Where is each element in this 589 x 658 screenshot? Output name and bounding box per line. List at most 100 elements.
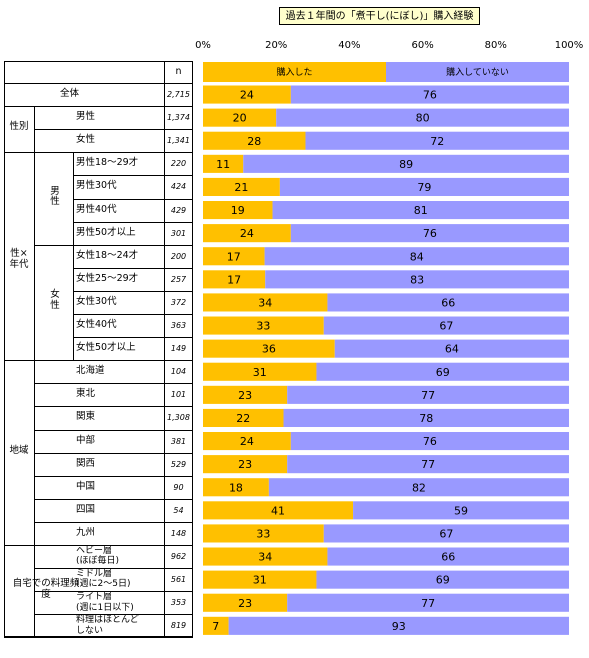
data-label-not-purchased: 64 bbox=[445, 343, 459, 356]
row-label: 男性 bbox=[76, 111, 96, 123]
n-value: 301 bbox=[170, 228, 187, 238]
group-label: 性×年代 bbox=[9, 248, 29, 271]
row-label: 女性30代 bbox=[76, 295, 117, 307]
row-divider bbox=[34, 129, 193, 131]
data-label-purchased: 31 bbox=[253, 366, 267, 379]
row-label: 男性40代 bbox=[76, 203, 117, 215]
data-label-purchased: 18 bbox=[229, 481, 243, 494]
data-label-not-purchased: 77 bbox=[421, 458, 435, 471]
bar-not-purchased bbox=[323, 316, 569, 335]
bar-purchased bbox=[203, 316, 324, 335]
bar-not-purchased bbox=[272, 201, 569, 220]
bar-not-purchased bbox=[268, 478, 569, 497]
bar-not-purchased bbox=[243, 154, 569, 173]
data-label-purchased: 23 bbox=[238, 597, 252, 610]
bar-purchased bbox=[203, 501, 354, 520]
n-value: 200 bbox=[170, 251, 187, 261]
row-label: 男性18～29才 bbox=[76, 157, 139, 169]
bar-not-purchased bbox=[283, 408, 569, 427]
bar-not-purchased bbox=[264, 247, 569, 266]
x-tick-label: 40% bbox=[338, 40, 360, 51]
data-label-purchased: 34 bbox=[258, 551, 272, 564]
bar-not-purchased bbox=[287, 385, 569, 404]
bar-purchased bbox=[203, 616, 229, 635]
data-label-purchased: 11 bbox=[216, 158, 230, 171]
data-label-purchased: 24 bbox=[240, 435, 254, 448]
n-value: 363 bbox=[170, 321, 187, 330]
data-label-purchased: 33 bbox=[256, 320, 270, 333]
data-label-not-purchased: 93 bbox=[392, 620, 406, 633]
data-label-not-purchased: 84 bbox=[410, 250, 424, 263]
bar-not-purchased bbox=[316, 362, 569, 381]
row-divider bbox=[34, 591, 193, 593]
row-label: 男性30代 bbox=[76, 180, 117, 192]
n-value: 429 bbox=[170, 205, 187, 215]
bar-not-purchased bbox=[290, 432, 569, 451]
subgroup-label: 女性 bbox=[50, 289, 60, 312]
group-label-divider bbox=[34, 360, 35, 545]
bar-purchased bbox=[203, 524, 324, 543]
n-value: 104 bbox=[170, 367, 187, 377]
data-label-purchased: 21 bbox=[234, 181, 248, 194]
data-label-purchased: 22 bbox=[236, 412, 250, 425]
bar-not-purchased bbox=[287, 455, 569, 474]
bar-purchased bbox=[203, 224, 291, 243]
row-divider bbox=[73, 337, 193, 339]
n-value: 54 bbox=[173, 505, 184, 515]
data-label-not-purchased: 78 bbox=[419, 412, 433, 425]
x-tick-label: 60% bbox=[411, 40, 433, 51]
bar-not-purchased bbox=[305, 131, 569, 150]
row-divider bbox=[34, 568, 193, 570]
n-value: 381 bbox=[170, 436, 187, 446]
legend-label-purchased: 購入した bbox=[276, 66, 312, 78]
n-value: 1,308 bbox=[167, 413, 190, 423]
data-label-not-purchased: 67 bbox=[439, 320, 453, 333]
row-label: 北海道 bbox=[76, 365, 105, 377]
bar-purchased bbox=[203, 131, 306, 150]
row-divider bbox=[34, 429, 193, 431]
bar-not-purchased bbox=[327, 547, 569, 566]
row-divider bbox=[34, 152, 193, 154]
row-label: 女性40代 bbox=[76, 319, 117, 330]
data-label-not-purchased: 67 bbox=[439, 527, 453, 540]
bar-purchased bbox=[203, 201, 273, 220]
data-label-purchased: 24 bbox=[240, 227, 254, 240]
data-label-not-purchased: 76 bbox=[423, 435, 437, 448]
row-divider bbox=[73, 175, 193, 177]
row-label: 男性50才以上 bbox=[76, 226, 136, 238]
bar-not-purchased bbox=[287, 593, 569, 612]
n-value: 2,715 bbox=[167, 90, 190, 99]
data-label-not-purchased: 66 bbox=[441, 551, 455, 564]
bar-not-purchased bbox=[265, 270, 569, 289]
n-value: 220 bbox=[170, 159, 187, 169]
row-label: 中国 bbox=[76, 480, 96, 492]
data-label-not-purchased: 66 bbox=[441, 296, 455, 309]
data-label-not-purchased: 77 bbox=[421, 597, 435, 610]
data-label-purchased: 17 bbox=[227, 250, 241, 263]
row-divider bbox=[34, 614, 193, 616]
group-label: 性別 bbox=[9, 121, 29, 133]
data-label-not-purchased: 79 bbox=[417, 181, 431, 194]
n-value: 257 bbox=[170, 274, 187, 284]
group-label: 地域 bbox=[9, 444, 29, 456]
bar-not-purchased bbox=[290, 85, 569, 104]
row-divider bbox=[34, 545, 193, 546]
n-value: 1,374 bbox=[167, 113, 190, 123]
bar-not-purchased bbox=[316, 570, 569, 589]
row-label: 女性 bbox=[76, 134, 96, 146]
data-label-not-purchased: 59 bbox=[454, 504, 468, 517]
x-tick-label: 20% bbox=[265, 40, 287, 51]
bar-not-purchased bbox=[279, 177, 569, 196]
data-label-not-purchased: 77 bbox=[421, 389, 435, 402]
data-label-not-purchased: 76 bbox=[423, 227, 437, 240]
bar-not-purchased bbox=[276, 108, 569, 127]
subgroup-divider bbox=[73, 152, 74, 245]
bar-not-purchased bbox=[334, 339, 569, 358]
row-label: 関東 bbox=[76, 411, 96, 423]
row-label: 料理はほとんど しない bbox=[76, 615, 139, 636]
data-label-purchased: 20 bbox=[233, 112, 247, 125]
bar-not-purchased bbox=[327, 293, 569, 312]
data-label-not-purchased: 80 bbox=[416, 112, 430, 125]
data-label-not-purchased: 83 bbox=[410, 273, 424, 286]
row-divider bbox=[73, 267, 193, 269]
